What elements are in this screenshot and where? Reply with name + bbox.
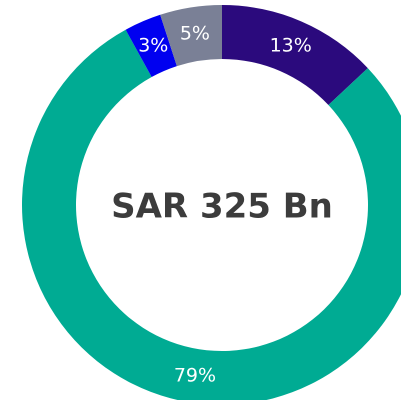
donut-slice [160, 5, 222, 67]
donut-slice [222, 5, 368, 106]
donut-slice [125, 14, 177, 78]
slice-label: 13% [270, 35, 312, 57]
slice-label: 3% [138, 35, 168, 57]
slice-label: 5% [180, 23, 210, 45]
donut-slice [22, 29, 401, 400]
center-text: SAR 325 Bn [111, 187, 333, 227]
slice-label: 79% [174, 364, 216, 386]
